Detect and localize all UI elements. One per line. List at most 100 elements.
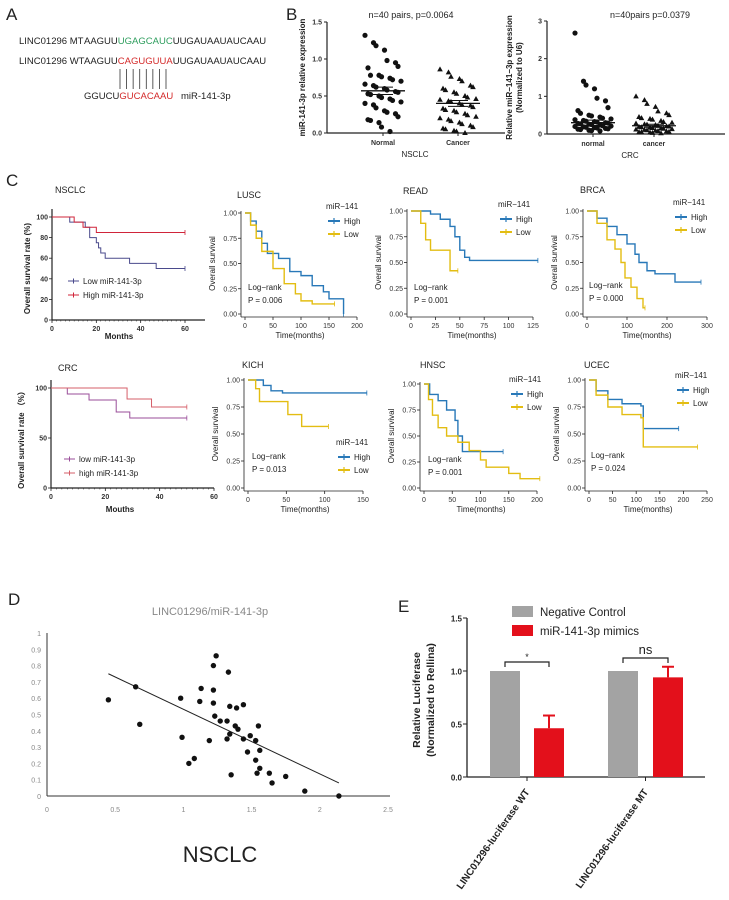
data-point-circle bbox=[389, 97, 396, 104]
legend-label: Low bbox=[693, 399, 708, 408]
data-point-circle bbox=[577, 110, 584, 116]
data-point bbox=[224, 736, 230, 742]
legend-label: Low bbox=[354, 466, 369, 475]
data-point bbox=[247, 732, 253, 739]
x-axis-label: Time(months) bbox=[447, 331, 496, 340]
data-point bbox=[227, 703, 233, 710]
x-tick-label: 50 bbox=[269, 323, 277, 330]
sequence-alignment: LINC01296 MT AAGUUUGAGCAUCUUGAUAAUAUCAAU L… bbox=[19, 36, 266, 102]
data-point bbox=[235, 726, 241, 732]
logrank-label: Log−rank bbox=[252, 452, 287, 461]
dot-plot-1: 0.0 0.5 1.0 1.5 n=40 pairs, p=0.0064 miR-141-… bbox=[298, 10, 505, 159]
data-point-triangle bbox=[638, 124, 645, 130]
x-tick-label: 150 bbox=[503, 497, 515, 504]
mirna-segment: GGUCU bbox=[84, 91, 120, 102]
data-point-triangle bbox=[652, 103, 659, 109]
x-tick-label: 0 bbox=[587, 497, 591, 504]
sequence-text: AAGUUCAGUGUUAUUGAUAAUAUCAAU bbox=[84, 56, 266, 67]
y-tick-label: 1 bbox=[37, 631, 41, 638]
data-point-triangle bbox=[633, 93, 639, 99]
x-axis-label: NSCLC bbox=[401, 150, 428, 159]
data-point-circle bbox=[395, 63, 401, 69]
x-axis-label: Time(months) bbox=[623, 505, 672, 514]
data-point bbox=[255, 723, 262, 729]
data-point-triangle bbox=[453, 128, 460, 134]
data-point-circle bbox=[367, 117, 374, 124]
data-point bbox=[177, 695, 184, 701]
y-tick-label: 0.25 bbox=[226, 459, 240, 466]
y-tick-label: 1.00 bbox=[389, 209, 403, 216]
data-point-triangle bbox=[470, 84, 476, 90]
x-tick-label: 1.5 bbox=[247, 807, 257, 814]
legend-swatch bbox=[512, 606, 533, 617]
x-tick-label: 150 bbox=[654, 497, 666, 504]
x-tick-label: LINC01296-luciferase WT bbox=[455, 787, 533, 891]
y-tick-label: 1.00 bbox=[402, 382, 416, 389]
sequence-label: LINC01296 MT bbox=[19, 36, 84, 47]
survival-curve-high-mir-141-3p bbox=[51, 387, 187, 408]
y-tick-label: 0.00 bbox=[223, 312, 237, 319]
y-tick-label: 0.75 bbox=[565, 234, 579, 241]
data-point bbox=[283, 773, 289, 780]
survival-curve-high bbox=[587, 210, 701, 283]
data-point bbox=[212, 713, 218, 719]
data-point-triangle bbox=[464, 112, 471, 118]
data-point-triangle bbox=[666, 128, 672, 134]
data-point bbox=[206, 737, 213, 744]
y-tick-label: 0.00 bbox=[565, 312, 579, 319]
data-point-circle bbox=[367, 91, 374, 98]
data-point-triangle bbox=[437, 96, 443, 102]
p-value-label: P = 0.006 bbox=[248, 296, 283, 305]
logrank-label: Log−rank bbox=[589, 281, 624, 290]
data-point-circle bbox=[605, 126, 611, 132]
legend-label: High bbox=[691, 213, 707, 222]
sequence-segment: UUGAUAAUAUCAAU bbox=[173, 36, 267, 47]
x-tick-label: 1 bbox=[181, 807, 185, 814]
y-tick-label: 20 bbox=[40, 297, 48, 304]
trend-line bbox=[108, 673, 340, 784]
x-tick-label: 0 bbox=[50, 326, 54, 333]
data-point-triangle bbox=[459, 78, 465, 84]
x-axis-label: Time(months) bbox=[280, 505, 329, 514]
data-point-circle bbox=[373, 43, 379, 49]
data-point-triangle bbox=[633, 126, 639, 132]
x-tick-label: 300 bbox=[701, 323, 713, 330]
sequence-segment: UUGAUAAUAUCAAU bbox=[173, 56, 267, 67]
legend-title: miR−141 bbox=[675, 371, 708, 380]
legend-label: High bbox=[693, 386, 709, 395]
y-tick-label: 0.00 bbox=[389, 312, 403, 319]
data-point bbox=[210, 700, 217, 706]
plot-title: NSCLC bbox=[55, 185, 86, 195]
data-point bbox=[254, 770, 260, 776]
data-point bbox=[269, 780, 275, 786]
data-point-circle bbox=[580, 78, 587, 84]
data-point-circle bbox=[591, 86, 598, 92]
x-tick-label: 100 bbox=[630, 497, 642, 504]
panel-label-d: D bbox=[8, 590, 20, 609]
data-point-triangle bbox=[666, 112, 672, 118]
legend-title: miR−141 bbox=[336, 438, 369, 447]
survival-curve-high bbox=[589, 379, 679, 430]
data-point bbox=[210, 662, 217, 669]
data-point bbox=[227, 731, 233, 737]
data-point-circle bbox=[387, 128, 393, 135]
data-point-triangle bbox=[473, 113, 479, 119]
legend-label: High bbox=[344, 217, 360, 226]
bar-mimics bbox=[653, 677, 683, 777]
y-tick-label: 1.5 bbox=[451, 615, 463, 624]
data-point bbox=[224, 718, 230, 724]
y-axis-label: Overall survival bbox=[550, 235, 559, 290]
data-point-circle bbox=[572, 117, 578, 123]
x-tick-label: 60 bbox=[181, 326, 189, 333]
x-axis-label: Months bbox=[105, 332, 134, 341]
x-tick-label: 0 bbox=[409, 323, 413, 330]
survival-plot-kich: 0.00 0.25 0.50 0.75 1.00 0 50 100 150 KICH Time(mo… bbox=[211, 360, 370, 514]
y-tick-label: 0.5 bbox=[31, 713, 41, 720]
data-point-triangle bbox=[470, 104, 476, 110]
x-axis-label: NSCLC bbox=[183, 842, 258, 867]
legend-title: miR−141 bbox=[509, 375, 542, 384]
y-tick-label: 0.25 bbox=[389, 286, 403, 293]
x-tick-label: 250 bbox=[701, 497, 713, 504]
x-tick-label: 0 bbox=[585, 323, 589, 330]
data-point bbox=[225, 669, 232, 675]
